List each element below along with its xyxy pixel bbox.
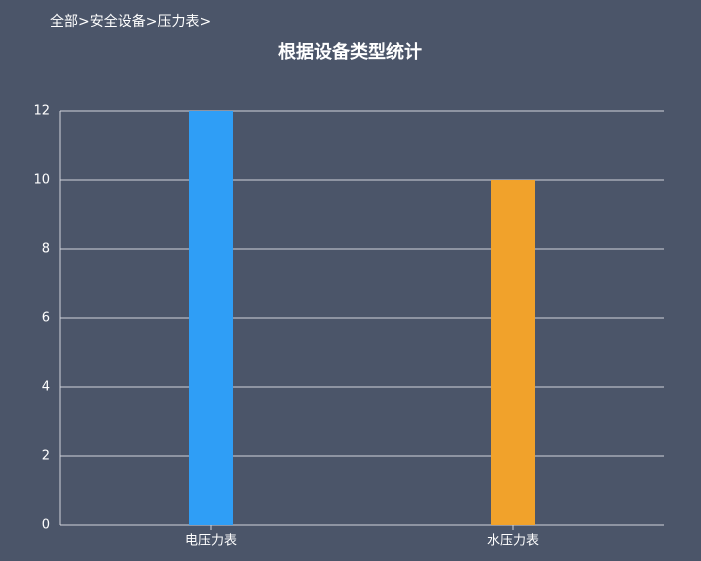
y-tick-label: 0 [42,518,50,533]
bar [491,180,535,525]
x-tick-label: 电压力表 [185,534,237,549]
y-tick-label: 2 [42,449,50,464]
bar [189,111,233,525]
y-tick-label: 4 [42,380,50,395]
x-tick-label: 水压力表 [487,534,539,549]
breadcrumb[interactable]: 全部>安全设备>压力表> [50,13,211,30]
y-tick-label: 10 [33,173,50,188]
y-tick-label: 6 [42,311,50,326]
y-tick-label: 12 [33,104,50,119]
chart-title: 根据设备类型统计 [278,41,422,63]
y-tick-label: 8 [42,242,50,257]
